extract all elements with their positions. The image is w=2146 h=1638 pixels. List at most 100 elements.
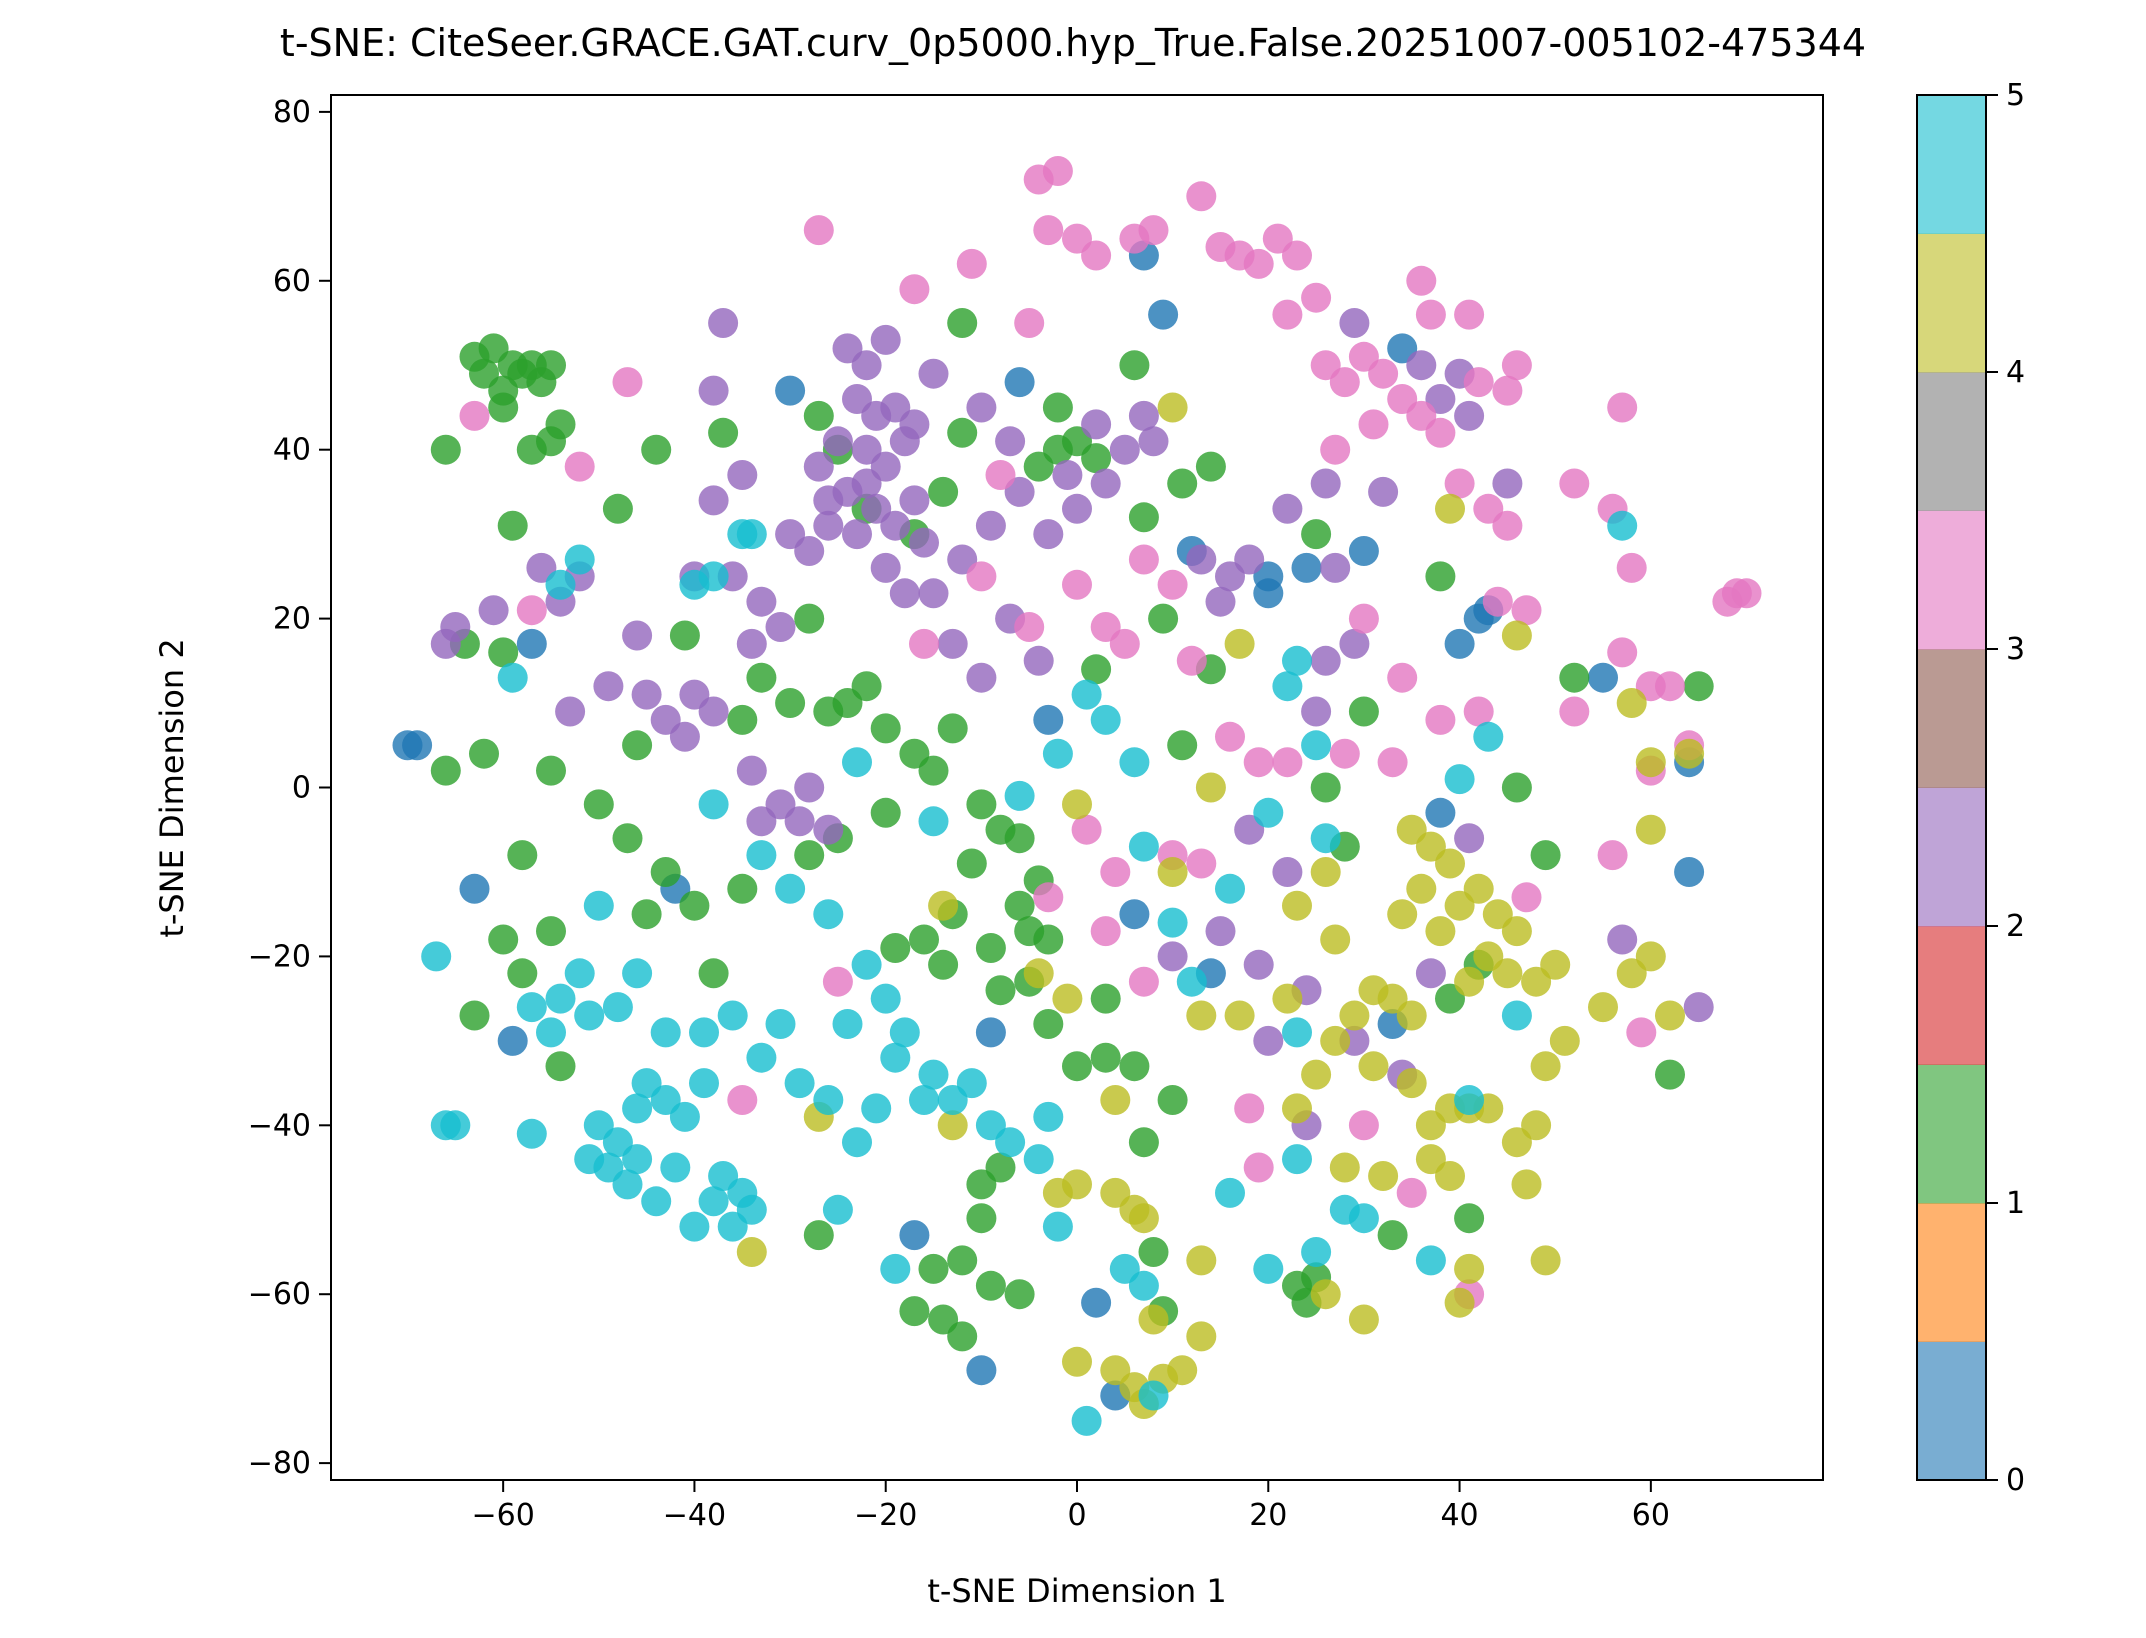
scatter-point xyxy=(784,806,815,837)
colorbar-tick-label: 4 xyxy=(2006,355,2025,390)
scatter-point xyxy=(516,595,547,626)
scatter-point xyxy=(1062,789,1092,820)
scatter-point xyxy=(1282,240,1312,271)
scatter-point xyxy=(918,578,949,609)
scatter-point xyxy=(1148,603,1179,634)
scatter-point xyxy=(1301,696,1332,727)
scatter-point xyxy=(641,1186,672,1217)
scatter-point xyxy=(641,434,672,465)
scatter-point xyxy=(1607,510,1638,541)
scatter-point xyxy=(602,1127,633,1158)
scatter-point xyxy=(1167,1355,1198,1386)
scatter-point xyxy=(899,274,930,305)
scatter-point xyxy=(430,434,461,465)
colorbar-tick-label: 0 xyxy=(2006,1463,2025,1498)
scatter-point xyxy=(1454,1203,1485,1234)
scatter-point xyxy=(813,899,844,930)
scatter-point xyxy=(1368,1161,1399,1191)
scatter-point xyxy=(430,628,461,659)
colorbar-segment xyxy=(1917,1203,1986,1342)
scatter-point xyxy=(1329,738,1360,769)
scatter-point xyxy=(1186,181,1217,212)
scatter-point xyxy=(1090,1042,1121,1073)
scatter-point xyxy=(1655,1000,1685,1031)
scatter-point xyxy=(889,1017,920,1048)
scatter-point xyxy=(488,392,519,423)
scatter-point xyxy=(889,578,920,609)
scatter-point xyxy=(1033,882,1064,913)
scatter-point xyxy=(1588,992,1618,1023)
scatter-point xyxy=(803,451,834,482)
plot-frame xyxy=(330,94,1824,1481)
scatter-point xyxy=(622,620,653,651)
scatter-point xyxy=(1186,544,1217,575)
scatter-point xyxy=(1042,392,1073,423)
scatter-point xyxy=(1559,662,1590,693)
scatter-point xyxy=(966,1355,997,1386)
scatter-point xyxy=(1444,468,1475,499)
scatter-point xyxy=(1042,1211,1073,1242)
scatter-point xyxy=(1549,1025,1580,1056)
scatter-point xyxy=(1128,831,1159,862)
scatter-point xyxy=(1090,704,1121,735)
scatter-point xyxy=(1062,493,1092,524)
scatter-point xyxy=(1329,1152,1360,1183)
colorbar-segment xyxy=(1917,1341,1986,1481)
scatter-point xyxy=(1081,1287,1112,1318)
scatter-point xyxy=(1014,612,1045,642)
scatter-point xyxy=(1435,1161,1465,1191)
scatter-point xyxy=(1396,1068,1427,1099)
colorbar-ticks: 0 1 2 3 4 5 xyxy=(1986,78,2025,1498)
scatter-point xyxy=(545,409,576,440)
scatter-point xyxy=(1358,409,1389,440)
scatter-point xyxy=(1320,552,1351,583)
scatter-point xyxy=(803,215,834,246)
scatter-point xyxy=(822,426,853,457)
scatter-point xyxy=(851,350,882,381)
scatter-point xyxy=(1368,476,1399,507)
scatter-point xyxy=(1482,586,1513,617)
scatter-point xyxy=(784,1068,815,1099)
scatter-point xyxy=(870,713,901,744)
scatter-point xyxy=(1348,1304,1379,1335)
scatter-point xyxy=(1253,1025,1284,1056)
scatter-point xyxy=(536,350,566,381)
scatter-point xyxy=(880,1042,911,1073)
scatter-point xyxy=(1062,569,1092,600)
scatter-point xyxy=(909,527,939,558)
scatter-point xyxy=(1215,561,1245,592)
colorbar-segment xyxy=(1917,95,1986,234)
scatter-point xyxy=(880,392,911,423)
scatter-point xyxy=(899,1220,930,1251)
scatter-point xyxy=(727,873,758,904)
scatter-point xyxy=(1157,569,1188,600)
scatter-point xyxy=(1415,299,1446,330)
scatter-point xyxy=(1004,890,1035,921)
scatter-point xyxy=(1062,1346,1092,1377)
scatter-point xyxy=(1454,1085,1485,1115)
scatter-point xyxy=(918,358,949,389)
y-tick-label: −60 xyxy=(248,1277,311,1312)
scatter-point xyxy=(1425,704,1456,735)
scatter-point xyxy=(1033,215,1064,246)
scatter-point xyxy=(1301,282,1332,313)
scatter-point xyxy=(574,1000,605,1031)
scatter-point xyxy=(937,628,968,659)
scatter-point xyxy=(975,1270,1006,1301)
scatter-point xyxy=(1463,367,1494,398)
scatter-point xyxy=(698,789,729,820)
scatter-point xyxy=(1138,1380,1169,1411)
scatter-point xyxy=(1081,240,1112,271)
scatter-point xyxy=(1511,595,1542,626)
scatter-point xyxy=(1291,552,1322,583)
scatter-point xyxy=(1004,367,1035,398)
x-tick-label: 20 xyxy=(1249,1498,1287,1533)
scatter-point xyxy=(775,375,806,406)
scatter-point xyxy=(1195,451,1226,482)
scatter-point xyxy=(1042,156,1073,186)
x-tick-label: −20 xyxy=(854,1498,917,1533)
scatter-point xyxy=(631,679,662,710)
scatter-point xyxy=(631,899,662,930)
scatter-point xyxy=(669,620,700,651)
scatter-point xyxy=(842,747,872,778)
